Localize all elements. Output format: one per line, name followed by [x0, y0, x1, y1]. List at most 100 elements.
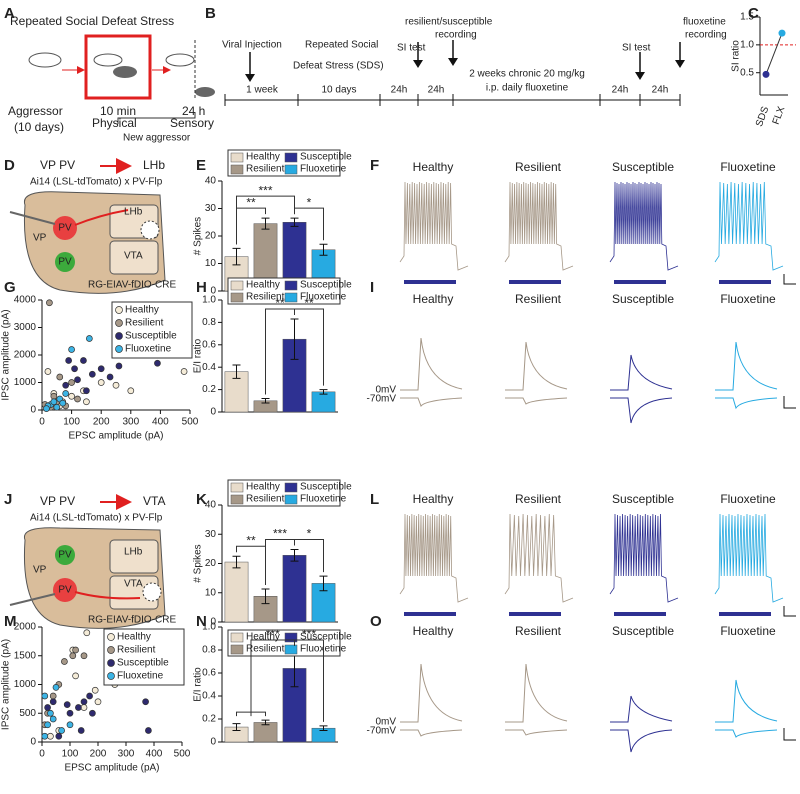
legend-label: Susceptible [117, 658, 169, 669]
mouse [113, 66, 137, 78]
legend-marker [115, 306, 123, 314]
point [68, 346, 75, 353]
trace-title: Resilient [515, 292, 562, 306]
legend-label: Susceptible [300, 632, 352, 643]
point [41, 732, 49, 740]
stim-bar [614, 612, 666, 616]
trace-title: Fluoxetine [720, 292, 776, 306]
error-bar [232, 364, 241, 379]
point [41, 692, 49, 700]
legend-box [227, 479, 341, 507]
label: VTA [124, 251, 143, 262]
trace [609, 513, 679, 603]
legend-swatch [284, 644, 298, 655]
label: Defeat Stress (SDS) [293, 61, 384, 72]
significance-label: *** [273, 527, 287, 541]
point [94, 698, 102, 706]
legend-label: Resilient [246, 292, 285, 303]
label: 24h [652, 85, 669, 96]
point [61, 658, 68, 665]
point [97, 379, 105, 386]
legend-swatch [284, 292, 298, 303]
y-tick-label: 1.0 [740, 39, 754, 50]
point [63, 701, 71, 708]
point [106, 373, 114, 381]
y-tick-label: 30 [205, 203, 217, 214]
y-tick-label: 40 [205, 176, 217, 187]
point [127, 387, 135, 395]
label: Viral Injection [222, 40, 282, 51]
legend-swatch [284, 280, 298, 291]
cell [55, 252, 75, 272]
legend-box [111, 301, 193, 359]
x-tick-label: 200 [90, 749, 107, 760]
point [62, 381, 70, 389]
point [778, 29, 786, 37]
legend-marker [107, 659, 115, 667]
trace [505, 729, 568, 736]
significance-label: * [307, 527, 312, 541]
trace-title: Susceptible [612, 624, 674, 638]
scale-bar [783, 274, 796, 285]
legend-label: Healthy [246, 482, 280, 493]
panel-letter: A [4, 5, 15, 22]
legend-label: Healthy [246, 280, 280, 291]
mouse [28, 52, 62, 68]
error-bar [290, 318, 299, 360]
label: PV [58, 585, 72, 596]
legend-label: Healthy [125, 305, 159, 316]
point [71, 365, 78, 373]
panel-d: VP PV LHb Ai14 (LSL-tdTomato) x PV-Flp V… [9, 158, 176, 294]
trace-title: Fluoxetine [720, 160, 776, 174]
legend-swatch [230, 280, 244, 291]
point [762, 70, 770, 78]
axon [74, 591, 141, 600]
y-tick-label: 0 [30, 405, 36, 416]
label: Aggressor [8, 104, 63, 118]
legend-label: Fluoxetine [300, 164, 347, 175]
panel-letter: H [196, 279, 207, 296]
trace [400, 397, 463, 407]
legend-label: Fluoxetine [125, 344, 172, 355]
region [109, 240, 159, 275]
label: PV [58, 257, 72, 268]
y-axis-label: # Spikes [193, 217, 204, 255]
y-tick-label: 0.2 [202, 714, 216, 725]
y-tick-label: 1000 [14, 679, 37, 690]
timeline-ticks [224, 94, 681, 106]
point [55, 732, 63, 740]
trace [504, 513, 574, 603]
error-bar [290, 548, 299, 562]
point [46, 299, 53, 307]
point [66, 709, 74, 717]
label: resilient/susceptible [405, 17, 493, 28]
trace-title: Susceptible [612, 292, 674, 306]
legend-label: Fluoxetine [300, 292, 347, 303]
point [68, 392, 75, 400]
error-bar [261, 588, 270, 605]
panel-letter: D [4, 157, 15, 174]
x-tick-label: 100 [62, 749, 79, 760]
y-tick-label: 20 [205, 231, 217, 242]
point [44, 704, 51, 711]
y-tick-label: 0 [30, 737, 36, 748]
trace [400, 337, 463, 391]
significance-label: *** [302, 627, 316, 641]
point [80, 652, 88, 660]
x-tick-label: 400 [152, 417, 169, 428]
point [97, 365, 105, 373]
point [49, 692, 57, 700]
y-tick-label: 1500 [14, 650, 37, 661]
legend-swatch [284, 494, 298, 505]
legend-swatch [284, 164, 298, 175]
legend-box [227, 629, 341, 657]
error-bar [232, 555, 241, 569]
y-tick-label: 0.4 [202, 362, 216, 373]
error-bar [232, 247, 241, 266]
significance-bracket [294, 308, 324, 386]
pipette [9, 593, 56, 606]
panel-letter: G [4, 279, 16, 296]
x-tick-label: 0 [39, 417, 45, 428]
y-tick-label: 0 [210, 737, 216, 748]
